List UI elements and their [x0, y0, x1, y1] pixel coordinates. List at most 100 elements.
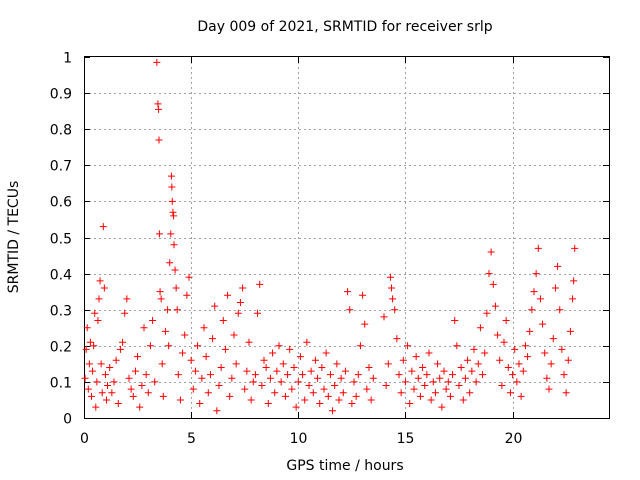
- y-tick-label: 0.3: [50, 304, 72, 320]
- data-point: [468, 367, 476, 375]
- data-point: [262, 363, 270, 371]
- data-point: [369, 374, 377, 382]
- data-point: [103, 396, 110, 404]
- data-point: [171, 266, 179, 274]
- data-point: [352, 392, 360, 400]
- data-point: [154, 100, 162, 108]
- data-point: [146, 342, 154, 350]
- data-point: [365, 363, 373, 371]
- data-point: [194, 342, 202, 350]
- data-point: [519, 367, 527, 375]
- data-point: [382, 382, 390, 390]
- data-point: [106, 363, 114, 371]
- data-point: [236, 298, 244, 306]
- data-point: [386, 273, 394, 281]
- data-point: [399, 356, 407, 364]
- data-point: [86, 338, 94, 346]
- data-point: [202, 353, 210, 361]
- data-point: [309, 389, 317, 397]
- data-point: [367, 396, 375, 404]
- data-point: [316, 400, 324, 408]
- data-point: [476, 324, 484, 332]
- data-point: [189, 385, 197, 393]
- y-tick-label: 0.5: [50, 232, 72, 248]
- data-point: [114, 400, 122, 408]
- data-point: [170, 212, 178, 220]
- data-point: [119, 338, 127, 346]
- data-point: [123, 295, 131, 303]
- data-point: [169, 208, 177, 216]
- data-point: [359, 291, 367, 299]
- data-point: [502, 317, 510, 325]
- y-tick-label: 0.7: [50, 159, 72, 175]
- data-point: [339, 389, 347, 397]
- data-point: [173, 306, 181, 314]
- data-point: [431, 389, 439, 397]
- data-point: [571, 244, 579, 252]
- data-point: [421, 382, 429, 390]
- x-tick-label: 5: [187, 431, 196, 447]
- data-point: [185, 273, 193, 281]
- data-point: [388, 284, 395, 292]
- data-point: [570, 277, 578, 285]
- data-point: [96, 277, 104, 285]
- data-point: [219, 317, 227, 325]
- data-point: [198, 374, 206, 382]
- data-point: [98, 389, 106, 397]
- data-point: [264, 400, 272, 408]
- data-point: [391, 306, 399, 314]
- data-point: [461, 374, 469, 382]
- data-point: [528, 306, 536, 314]
- data-point: [179, 349, 187, 357]
- data-point: [350, 378, 358, 386]
- data-point: [406, 400, 414, 408]
- data-point: [401, 378, 409, 386]
- data-point: [536, 295, 544, 303]
- data-point: [479, 371, 487, 379]
- data-point: [88, 392, 95, 400]
- data-point: [149, 317, 157, 325]
- data-point: [434, 360, 442, 368]
- data-point: [496, 356, 504, 364]
- data-point: [183, 291, 191, 299]
- data-point: [509, 371, 517, 379]
- data-point: [144, 389, 152, 397]
- y-tick-label: 0.9: [50, 87, 72, 103]
- data-point: [275, 342, 283, 350]
- x-tick-label: 20: [505, 431, 523, 447]
- data-point: [408, 367, 416, 375]
- data-point: [489, 280, 497, 288]
- data-point: [485, 270, 493, 278]
- data-point: [161, 327, 169, 335]
- data-point: [172, 284, 180, 292]
- data-point: [187, 356, 195, 364]
- data-point: [294, 378, 302, 386]
- data-point: [215, 382, 223, 390]
- data-point: [191, 367, 199, 375]
- data-point: [412, 353, 420, 361]
- data-point: [166, 259, 174, 267]
- data-point: [254, 309, 262, 317]
- data-point: [157, 295, 165, 303]
- data-point: [266, 374, 274, 382]
- data-point: [470, 345, 478, 353]
- data-point: [551, 284, 559, 292]
- data-point: [108, 389, 116, 397]
- data-point: [181, 331, 189, 339]
- data-point: [256, 280, 264, 288]
- data-point: [449, 371, 457, 379]
- data-point: [174, 371, 182, 379]
- data-point: [335, 396, 343, 404]
- data-point: [136, 403, 144, 411]
- data-point: [404, 342, 412, 350]
- data-point: [140, 324, 148, 332]
- data-point: [331, 382, 339, 390]
- data-point: [95, 295, 103, 303]
- data-point: [176, 396, 184, 404]
- data-point: [474, 360, 482, 368]
- data-point: [286, 345, 294, 353]
- data-point: [142, 371, 150, 379]
- data-point: [258, 382, 266, 390]
- data-point: [279, 360, 287, 368]
- data-point: [384, 360, 392, 368]
